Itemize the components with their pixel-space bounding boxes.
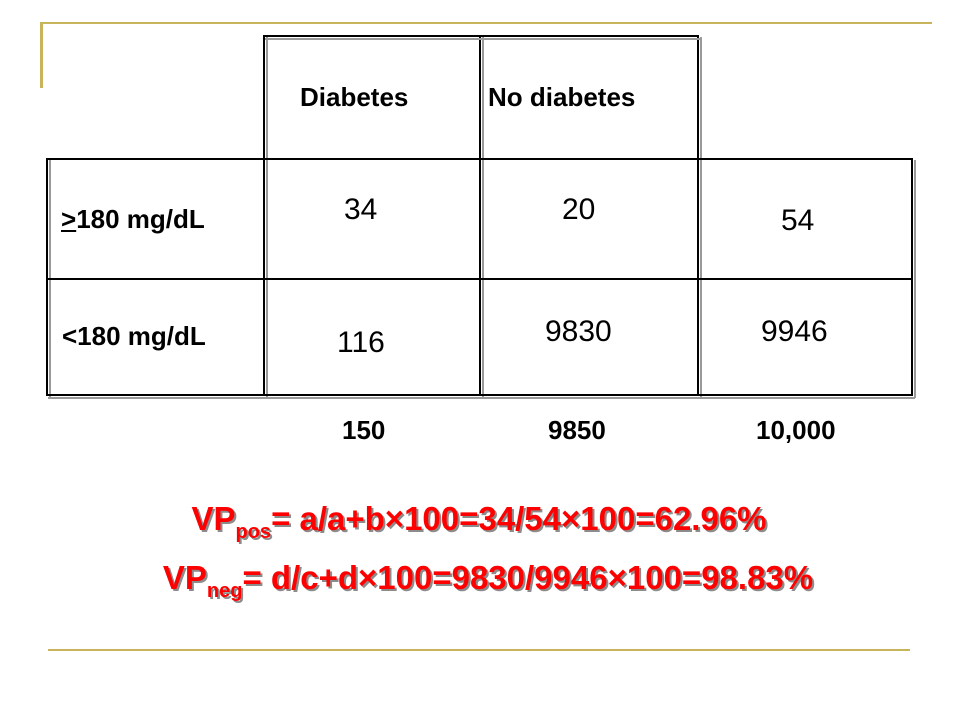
total-diabetes: 150 bbox=[342, 415, 386, 445]
row-label-low-glucose: <180 mg/dL bbox=[62, 321, 206, 351]
vp-neg-subscript: neg bbox=[206, 580, 243, 602]
grid-line bbox=[263, 35, 699, 37]
total-no-diabetes: 9850 bbox=[548, 415, 606, 445]
row-label-high-glucose: >180 mg/dL bbox=[61, 206, 205, 232]
grid-line-shadow bbox=[266, 37, 268, 398]
grid-line bbox=[697, 35, 699, 396]
header-diabetes: Diabetes bbox=[300, 82, 409, 112]
grid-line-shadow bbox=[482, 37, 484, 398]
vp-neg-formula: VPneg= d/c+d×100=9830/9946×100=98.83% bbox=[8, 559, 960, 603]
top-decorative-line bbox=[40, 22, 932, 24]
grid-line bbox=[263, 35, 265, 396]
cell-d: 9830 bbox=[545, 315, 612, 348]
greater-equal-symbol: > bbox=[61, 204, 77, 234]
grid-line-shadow bbox=[914, 160, 916, 398]
grid-line bbox=[46, 278, 913, 280]
vp-neg-expression: = d/c+d×100=9830/9946×100=98.83% bbox=[242, 559, 814, 596]
vp-pos-subscript: pos bbox=[235, 521, 272, 543]
header-no-diabetes: No diabetes bbox=[488, 82, 636, 112]
grid-line bbox=[46, 394, 913, 396]
vp-pos-prefix: VP bbox=[191, 500, 236, 537]
cell-row2-total: 9946 bbox=[761, 315, 828, 348]
cell-c: 116 bbox=[337, 326, 385, 359]
cell-b: 20 bbox=[562, 193, 596, 226]
grand-total: 10,000 bbox=[756, 415, 836, 445]
vp-neg-prefix: VP bbox=[162, 559, 207, 596]
bottom-decorative-line bbox=[48, 649, 910, 651]
grid-line bbox=[46, 158, 48, 396]
grid-line-shadow bbox=[48, 397, 915, 399]
row-label-text: 180 mg/dL bbox=[76, 204, 205, 234]
grid-line bbox=[911, 158, 913, 396]
grid-line-shadow bbox=[700, 37, 702, 398]
vp-pos-expression: = a/a+b×100=34/54×100=62.96% bbox=[271, 500, 767, 537]
cell-a: 34 bbox=[344, 193, 378, 226]
cell-row1-total: 54 bbox=[781, 204, 815, 237]
left-decorative-line bbox=[40, 22, 43, 88]
grid-line bbox=[479, 35, 481, 396]
grid-line bbox=[46, 158, 913, 160]
vp-pos-formula: VPpos= a/a+b×100=34/54×100=62.96% bbox=[0, 500, 959, 544]
grid-line-shadow bbox=[265, 38, 701, 40]
